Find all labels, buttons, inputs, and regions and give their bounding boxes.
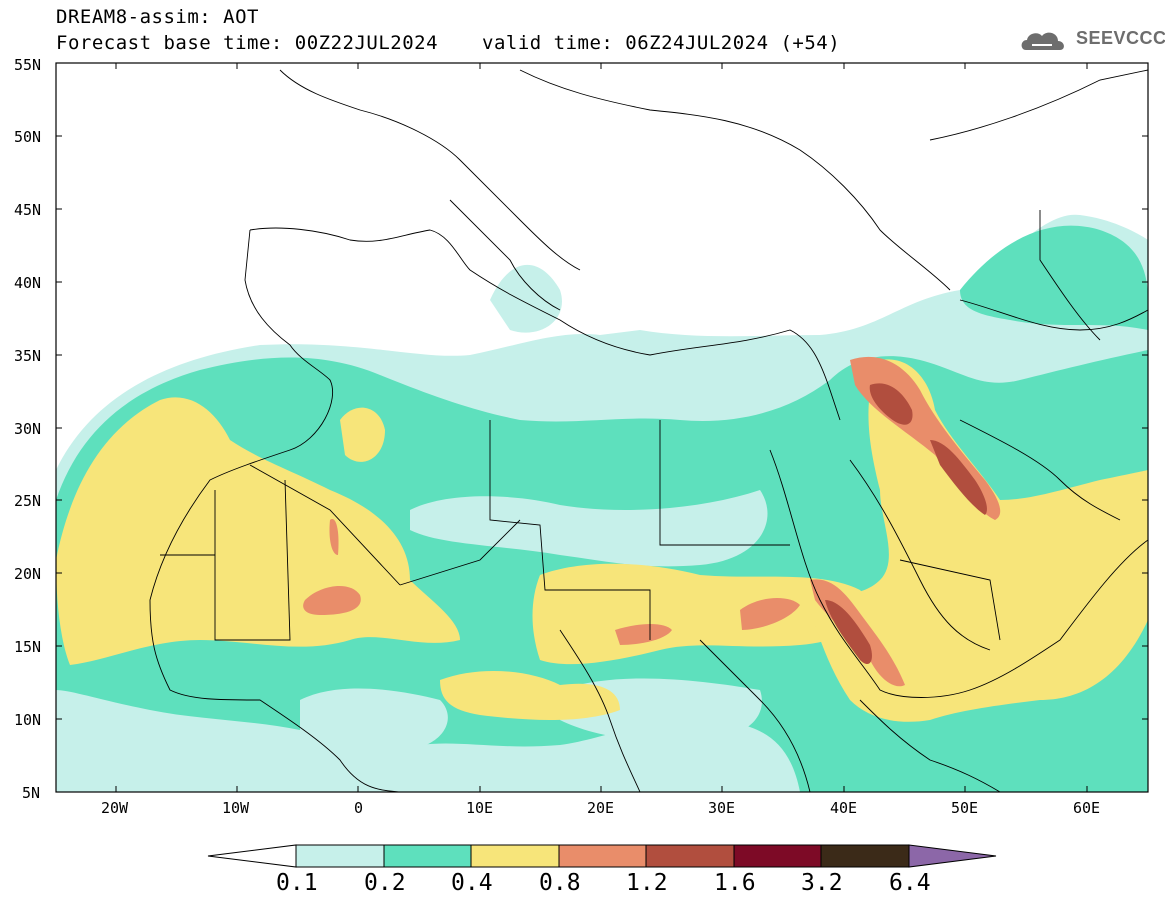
lat-label: 35N: [14, 347, 42, 365]
lat-label: 50N: [14, 128, 42, 146]
lat-label: 40N: [14, 274, 42, 292]
colorbar-bin: [295, 844, 385, 868]
colorbar-bin: [383, 844, 472, 868]
lat-label: 25N: [14, 492, 42, 510]
lat-label: 20N: [14, 565, 42, 583]
colorbar: [207, 844, 997, 868]
lon-label: 20W: [101, 799, 129, 817]
lon-label: 20E: [587, 799, 615, 817]
country-borders: [149, 69, 1148, 792]
lon-label: 0: [354, 799, 364, 817]
colorbar-label: 0.8: [539, 870, 581, 896]
lon-label: 10W: [222, 799, 250, 817]
colorbar-label: 1.2: [626, 870, 668, 896]
cloud-logo-icon: [1021, 32, 1064, 50]
colorbar-bin: [820, 844, 910, 868]
forecast-base-time: Forecast base time: 00Z22JUL2024: [56, 32, 439, 54]
colorbar-over-arrow: [908, 844, 997, 868]
lat-label: 10N: [14, 711, 42, 729]
lat-label: 5N: [22, 784, 41, 802]
lat-label: 55N: [14, 56, 42, 74]
colorbar-bin: [733, 844, 822, 868]
lon-label: 60E: [1073, 799, 1101, 817]
colorbar-label: 6.4: [889, 870, 931, 896]
logo-text: SEEVCCC: [1076, 28, 1165, 48]
colorbar-label: 1.6: [714, 870, 756, 896]
colorbar-label: 0.4: [451, 870, 493, 896]
axis-ticks: [56, 62, 1148, 793]
colorbar-bin: [470, 844, 560, 868]
colorbar-under-arrow: [207, 844, 297, 868]
lon-label: 40E: [830, 799, 858, 817]
colorbar-label: 3.2: [801, 870, 843, 896]
lat-label: 15N: [14, 638, 42, 656]
lon-label: 30E: [708, 799, 736, 817]
colorbar-label: 0.1: [276, 870, 318, 896]
colorbar-bin: [558, 844, 647, 868]
colorbar-label: 0.2: [364, 870, 406, 896]
lon-label: 50E: [951, 799, 979, 817]
lat-label: 30N: [14, 420, 42, 438]
colorbar-bin: [645, 844, 735, 868]
model-title: DREAM8-assim: AOT: [56, 6, 259, 28]
valid-time: valid time: 06Z24JUL2024 (+54): [482, 32, 841, 54]
aot-field: [56, 214, 1148, 792]
lat-label: 45N: [14, 201, 42, 219]
lon-label: 10E: [466, 799, 494, 817]
